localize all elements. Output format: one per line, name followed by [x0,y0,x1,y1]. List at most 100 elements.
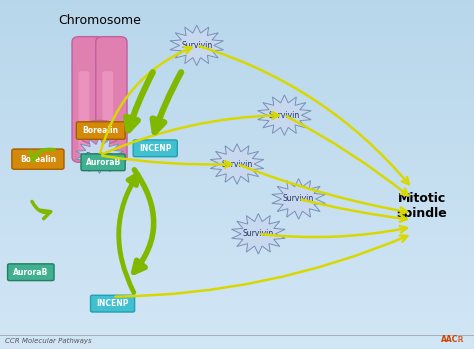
Bar [0,346,474,349]
Bar [0,332,474,335]
Bar [0,318,474,321]
Bar [0,206,474,209]
Bar [0,195,474,199]
Bar [0,290,474,293]
Bar [0,49,474,52]
Bar [0,168,474,171]
Bar [0,199,474,202]
Bar [0,101,474,105]
Bar [0,94,474,98]
Bar [0,220,474,223]
Bar [0,157,474,161]
Text: Chromosome: Chromosome [58,14,141,27]
Bar [0,0,474,3]
Polygon shape [170,25,224,66]
Bar [0,304,474,307]
Bar [0,283,474,286]
Bar [0,300,474,304]
Bar [0,10,474,14]
Bar [0,63,474,66]
Bar [0,108,474,112]
Bar [0,276,474,279]
Bar [0,119,474,122]
Bar [0,21,474,24]
Bar [0,230,474,234]
Bar [0,143,474,147]
Text: INCENP: INCENP [139,144,172,153]
Bar [0,129,474,133]
Bar [0,314,474,318]
Polygon shape [257,95,311,135]
Bar [0,70,474,73]
FancyBboxPatch shape [12,149,64,169]
Bar [0,28,474,31]
Bar [0,133,474,136]
FancyBboxPatch shape [8,264,54,281]
Text: Survivin: Survivin [181,41,212,50]
Bar [0,213,474,216]
Text: Borealin: Borealin [82,126,119,135]
Bar [0,297,474,300]
FancyBboxPatch shape [81,154,125,171]
Text: Survivin: Survivin [243,229,274,238]
Bar [0,3,474,7]
Bar [0,150,474,154]
Text: AuroraB: AuroraB [85,158,121,167]
Text: Survivin: Survivin [221,159,253,169]
Polygon shape [272,179,326,219]
Bar [0,244,474,248]
Bar [0,161,474,164]
Bar [0,24,474,28]
Text: Survivin: Survivin [85,152,114,158]
Text: Mitotic
spindle: Mitotic spindle [396,192,447,220]
Bar [0,251,474,255]
Bar [0,321,474,325]
Bar [0,66,474,70]
Bar [0,262,474,265]
Bar [0,265,474,269]
FancyBboxPatch shape [133,140,177,157]
Bar [0,241,474,244]
Bar [0,223,474,227]
Bar [0,286,474,290]
Bar [0,188,474,192]
Bar [0,147,474,150]
Bar [0,202,474,206]
Bar [0,17,474,21]
Bar [0,59,474,63]
Bar [0,178,474,181]
Bar [0,14,474,17]
Bar [0,87,474,91]
Bar [0,140,474,143]
Bar [0,98,474,101]
Bar [0,279,474,283]
Bar [0,45,474,49]
Polygon shape [231,214,285,254]
Bar [0,77,474,80]
Bar [0,174,474,178]
Bar [0,185,474,188]
Bar [0,84,474,87]
Bar [0,234,474,237]
Bar [0,115,474,119]
Bar [0,31,474,35]
FancyBboxPatch shape [102,71,113,155]
Ellipse shape [77,120,122,145]
Polygon shape [75,137,124,173]
Bar [0,56,474,59]
FancyBboxPatch shape [96,37,127,162]
Bar [0,91,474,94]
Bar [0,42,474,45]
Bar [0,342,474,346]
Bar [0,164,474,168]
Polygon shape [210,144,264,184]
Text: Survivin: Survivin [283,194,314,203]
Bar [0,269,474,272]
Bar [0,126,474,129]
Bar [0,335,474,339]
Bar [0,7,474,10]
Bar [0,325,474,328]
Bar [0,248,474,251]
Text: Survivin: Survivin [269,111,300,120]
Text: CCR Molecular Pathways: CCR Molecular Pathways [5,337,91,344]
